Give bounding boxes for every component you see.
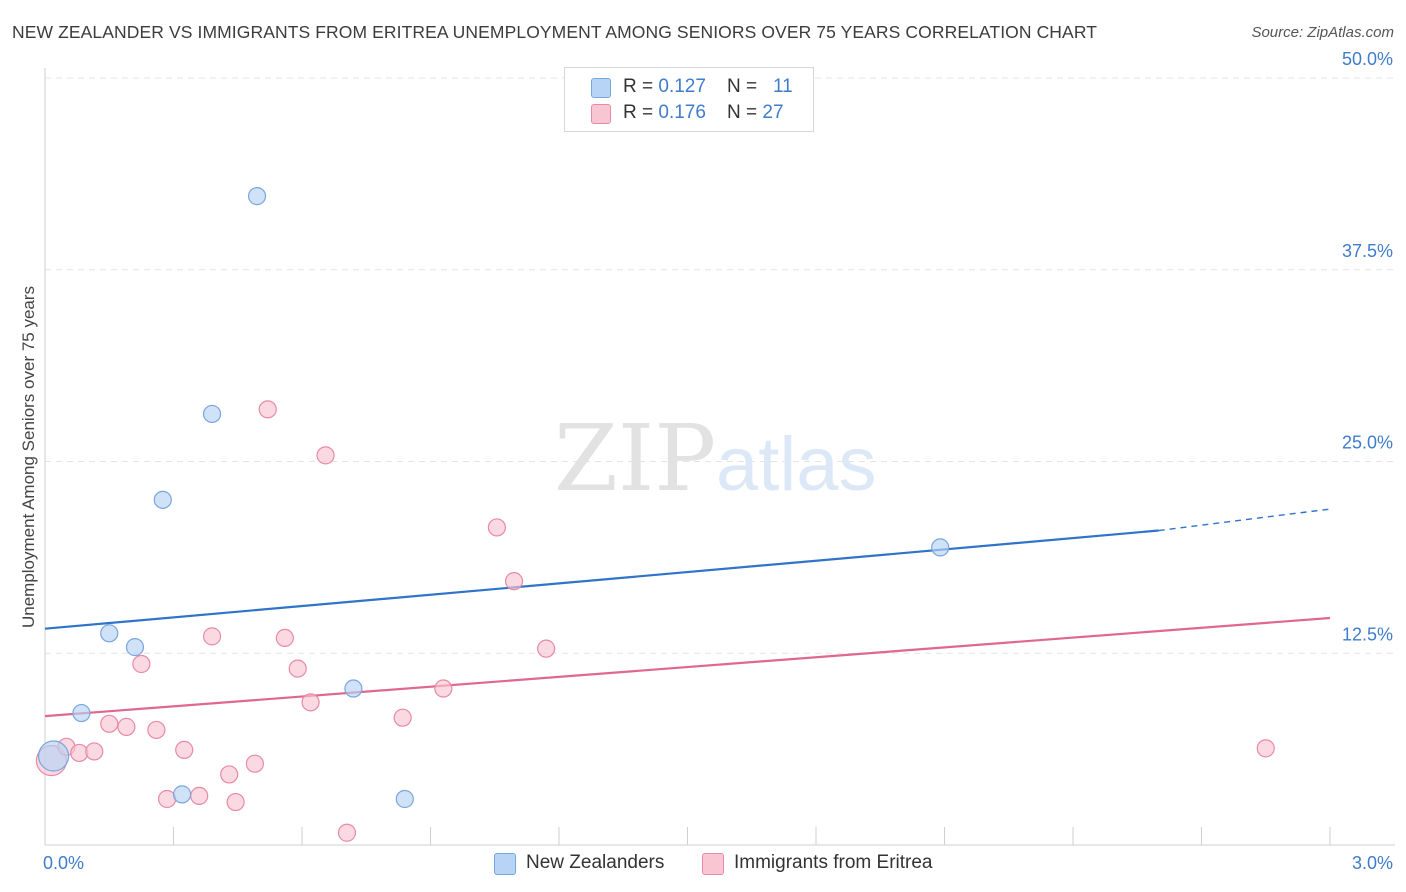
point-new-zealanders <box>931 538 950 557</box>
point-eritrea <box>117 717 136 736</box>
legend-n-value: 27 <box>762 102 784 123</box>
legend-r-label: R = <box>623 76 659 97</box>
point-eritrea <box>220 765 239 784</box>
legend-n-label: N = <box>727 102 763 123</box>
y-tick-labels: 12.5% 25.0% 37.5% 50.0% <box>1342 49 1393 644</box>
point-eritrea <box>434 679 453 698</box>
point-new-zealanders <box>202 404 222 424</box>
x-tick-label: 3.0% <box>1352 853 1393 873</box>
series-label: New Zealanders <box>526 852 665 873</box>
source-label: Source: ZipAtlas.com <box>1251 24 1394 41</box>
series-label: Immigrants from Eritrea <box>734 852 933 873</box>
point-new-zealanders <box>100 624 119 643</box>
point-new-zealanders <box>125 638 145 657</box>
point-eritrea <box>1256 739 1275 758</box>
trend-line-eritrea <box>44 616 1331 718</box>
trend-line-new-zealanders-extension <box>1158 508 1331 532</box>
data-points <box>35 187 1275 842</box>
legend-n-label: N = <box>727 76 763 97</box>
point-eritrea <box>202 627 222 646</box>
point-eritrea <box>288 659 307 678</box>
point-new-zealanders <box>247 187 267 206</box>
legend-r-value: 0.176 <box>658 102 706 123</box>
trend-line-new-zealanders <box>44 529 1159 630</box>
y-tick-label: 12.5% <box>1342 624 1393 644</box>
point-eritrea <box>504 572 524 591</box>
point-eritrea <box>70 743 89 763</box>
x-tick-label: 0.0% <box>43 853 84 873</box>
series-swatch-pink <box>702 853 724 875</box>
chart-title: NEW ZEALANDER VS IMMIGRANTS FROM ERITREA… <box>12 22 1098 42</box>
point-eritrea <box>226 792 245 812</box>
y-axis-label: Unemployment Among Seniors over 75 years <box>19 286 38 628</box>
x-tick-labels: 0.0% 3.0% <box>43 853 1393 873</box>
point-new-zealanders <box>153 490 172 509</box>
y-tick-label: 25.0% <box>1342 433 1393 453</box>
point-eritrea <box>85 742 104 761</box>
legend-swatch-pink <box>591 104 611 124</box>
series-swatch-blue <box>494 853 516 875</box>
point-eritrea <box>537 639 556 658</box>
grid-lines <box>45 77 1395 654</box>
legend-r-value: 0.127 <box>658 76 706 97</box>
legend-swatch-blue <box>591 78 611 98</box>
point-new-zealanders <box>395 789 414 809</box>
point-new-zealanders <box>72 703 91 723</box>
point-new-zealanders <box>344 679 363 698</box>
point-eritrea <box>245 754 264 773</box>
point-eritrea <box>157 789 177 809</box>
watermark-atlas: atlas <box>716 422 877 507</box>
legend-n-value: 11 <box>772 76 793 97</box>
y-tick-label: 50.0% <box>1342 49 1393 69</box>
point-eritrea <box>487 518 506 537</box>
trend-lines <box>44 508 1331 718</box>
point-eritrea <box>301 693 320 712</box>
y-tick-label: 37.5% <box>1342 241 1393 261</box>
point-eritrea <box>393 708 412 727</box>
point-eritrea <box>100 714 119 733</box>
point-eritrea <box>316 446 335 465</box>
correlation-legend: R = 0.127 N = 11 R = 0.176 N = 27 <box>564 67 814 132</box>
point-eritrea <box>337 823 357 842</box>
point-eritrea <box>190 786 209 806</box>
watermark-zip: ZIP <box>554 405 716 512</box>
point-eritrea <box>132 654 151 674</box>
point-new-zealanders <box>37 740 70 772</box>
point-eritrea <box>175 740 194 759</box>
point-new-zealanders <box>172 785 192 804</box>
point-eritrea <box>275 628 294 648</box>
legend-r-label: R = <box>623 102 659 123</box>
watermark: ZIP atlas <box>554 405 877 512</box>
series-legend: New Zealanders Immigrants from Eritrea <box>0 851 1406 877</box>
point-eritrea <box>147 720 166 740</box>
point-eritrea <box>258 400 277 419</box>
